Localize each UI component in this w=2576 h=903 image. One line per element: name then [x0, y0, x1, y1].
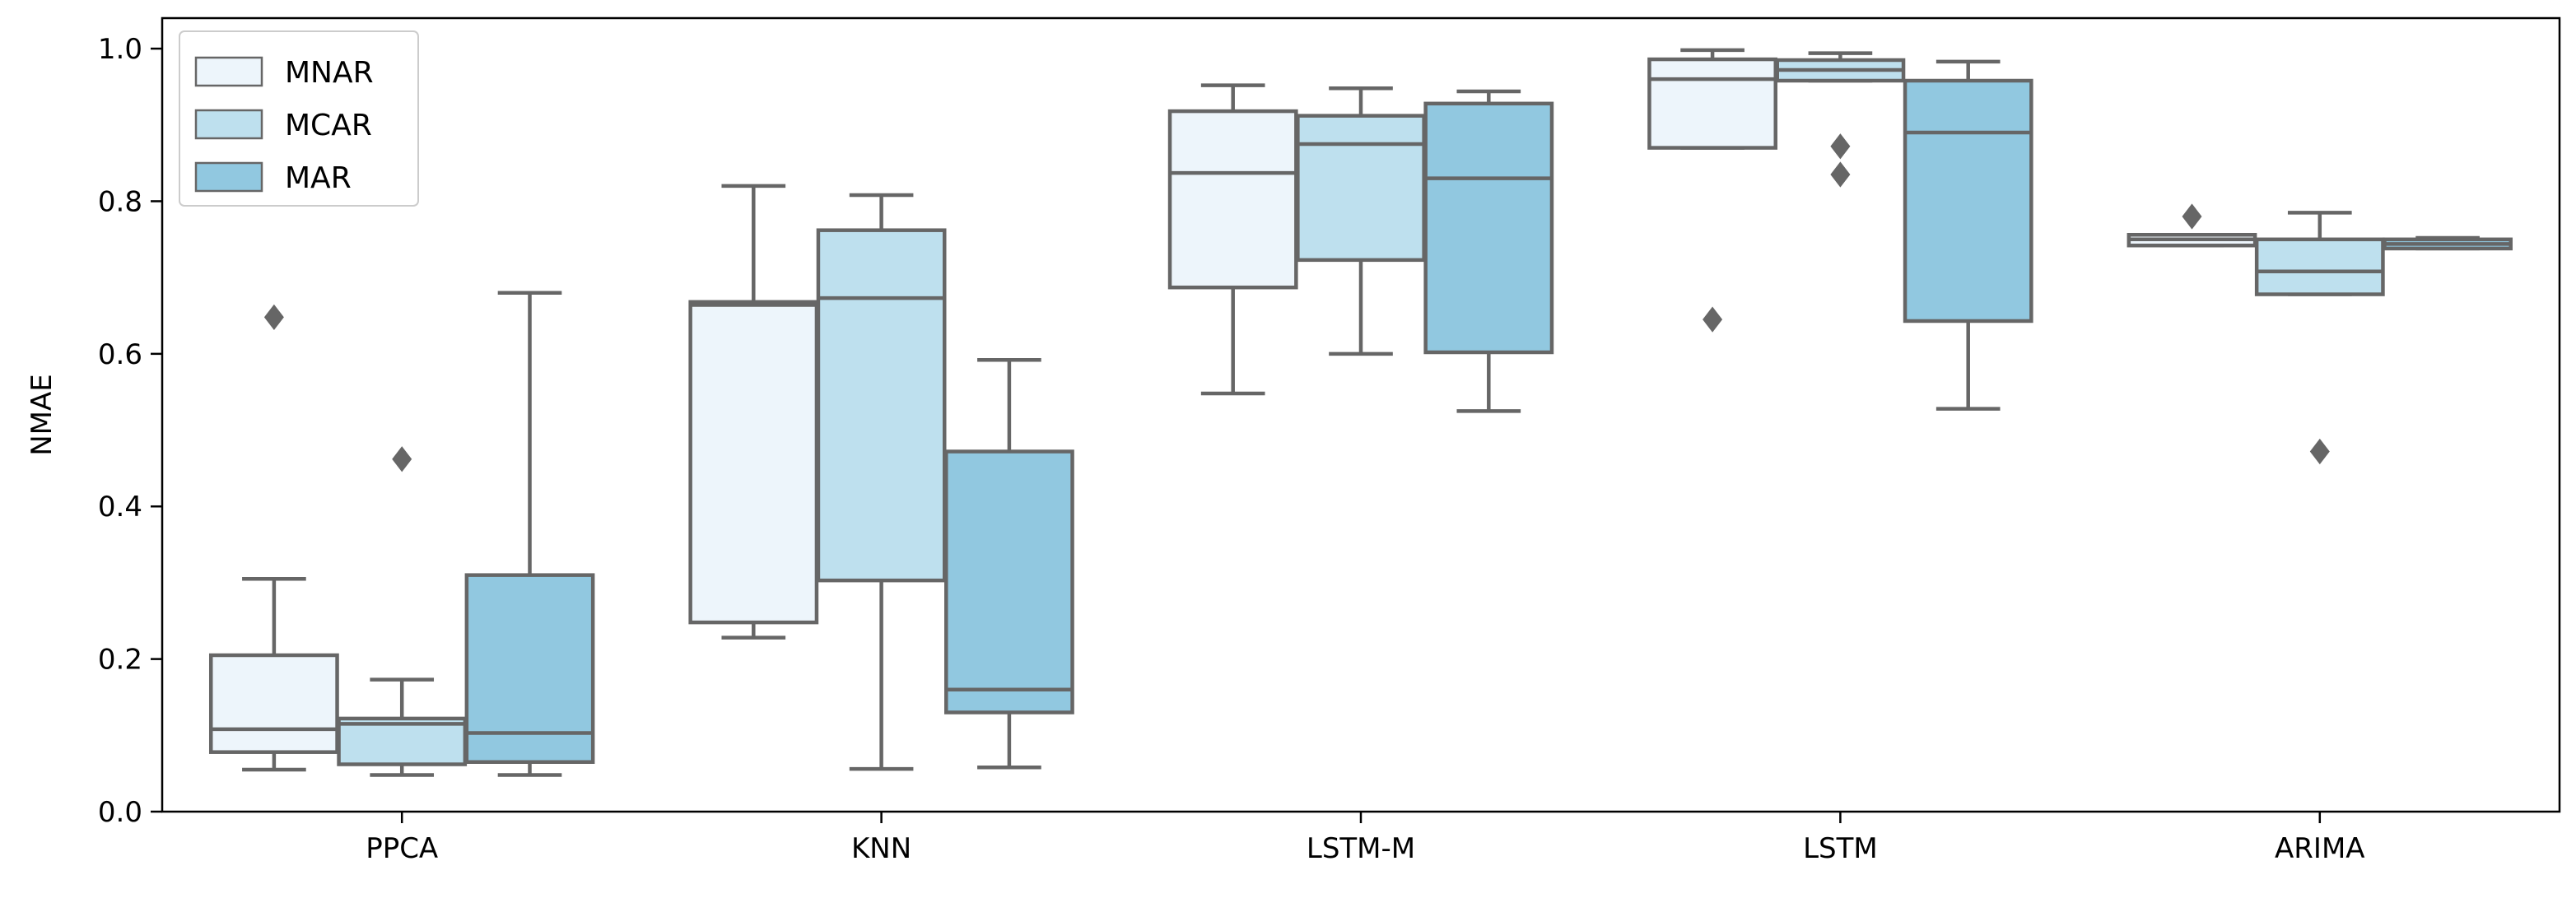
x-tick-label: PPCA [366, 832, 438, 865]
outlier-marker [263, 304, 284, 330]
box-iqr [1296, 114, 1426, 263]
box-iqr [1167, 109, 1298, 290]
box-iqr [816, 228, 947, 583]
box-LSTM-MCAR [1775, 51, 1906, 188]
legend-label: MCAR [285, 109, 372, 142]
legend-label: MNAR [285, 56, 374, 90]
box-LSTM-M-MAR [1423, 89, 1554, 413]
box-LSTM-M-MCAR [1296, 86, 1426, 356]
outlier-marker [1830, 133, 1851, 160]
box-iqr [1903, 78, 2033, 323]
box-LSTM-MAR [1903, 59, 2033, 411]
box-PPCA-MNAR [208, 304, 339, 772]
box-LSTM-MNAR [1647, 48, 1777, 333]
y-tick-label: 0.2 [98, 644, 142, 677]
y-tick-label: 0.6 [98, 338, 142, 371]
y-axis: 0.0 0.2 0.4 0.6 0.8 1.0 [98, 33, 162, 829]
box-iqr [464, 573, 595, 765]
legend-swatch [194, 161, 263, 193]
box-ARIMA-MCAR [2254, 211, 2385, 465]
x-tick-label: LSTM [1803, 832, 1878, 865]
box-KNN-MCAR [816, 193, 947, 771]
x-tick-label: KNN [851, 832, 911, 865]
y-axis-label: NMAE [26, 374, 58, 456]
box-iqr [1647, 57, 1777, 150]
box-PPCA-MCAR [337, 446, 468, 777]
boxes-layer [208, 48, 2513, 777]
box-iqr [1423, 101, 1554, 355]
box-ARIMA-MNAR [2126, 203, 2257, 248]
outlier-marker [392, 446, 412, 472]
legend-label: MAR [285, 161, 352, 195]
box-KNN-MNAR [688, 184, 819, 640]
box-iqr [944, 449, 1074, 714]
y-tick-label: 0.0 [98, 796, 142, 829]
legend: MNAR MCAR MAR [179, 30, 419, 207]
y-tick-label: 1.0 [98, 33, 142, 66]
box-PPCA-MAR [464, 291, 595, 777]
legend-swatch [194, 109, 263, 140]
box-iqr [208, 653, 339, 754]
box-ARIMA-MAR [2383, 235, 2513, 251]
y-tick-label: 0.4 [98, 491, 142, 524]
box-iqr [688, 300, 819, 625]
outlier-marker [1703, 306, 1723, 333]
outlier-marker [2182, 203, 2202, 230]
outlier-marker [1830, 161, 1851, 188]
x-tick-label: LSTM-M [1307, 832, 1415, 865]
y-tick-label: 0.8 [98, 185, 142, 218]
box-iqr [2254, 237, 2385, 296]
box-KNN-MAR [944, 358, 1074, 770]
x-axis: PPCA KNN LSTM-M LSTM ARIMA [366, 812, 2365, 865]
box-LSTM-M-MNAR [1167, 83, 1298, 396]
legend-swatch [194, 56, 263, 87]
outlier-marker [2309, 438, 2330, 465]
x-tick-label: ARIMA [2275, 832, 2365, 865]
